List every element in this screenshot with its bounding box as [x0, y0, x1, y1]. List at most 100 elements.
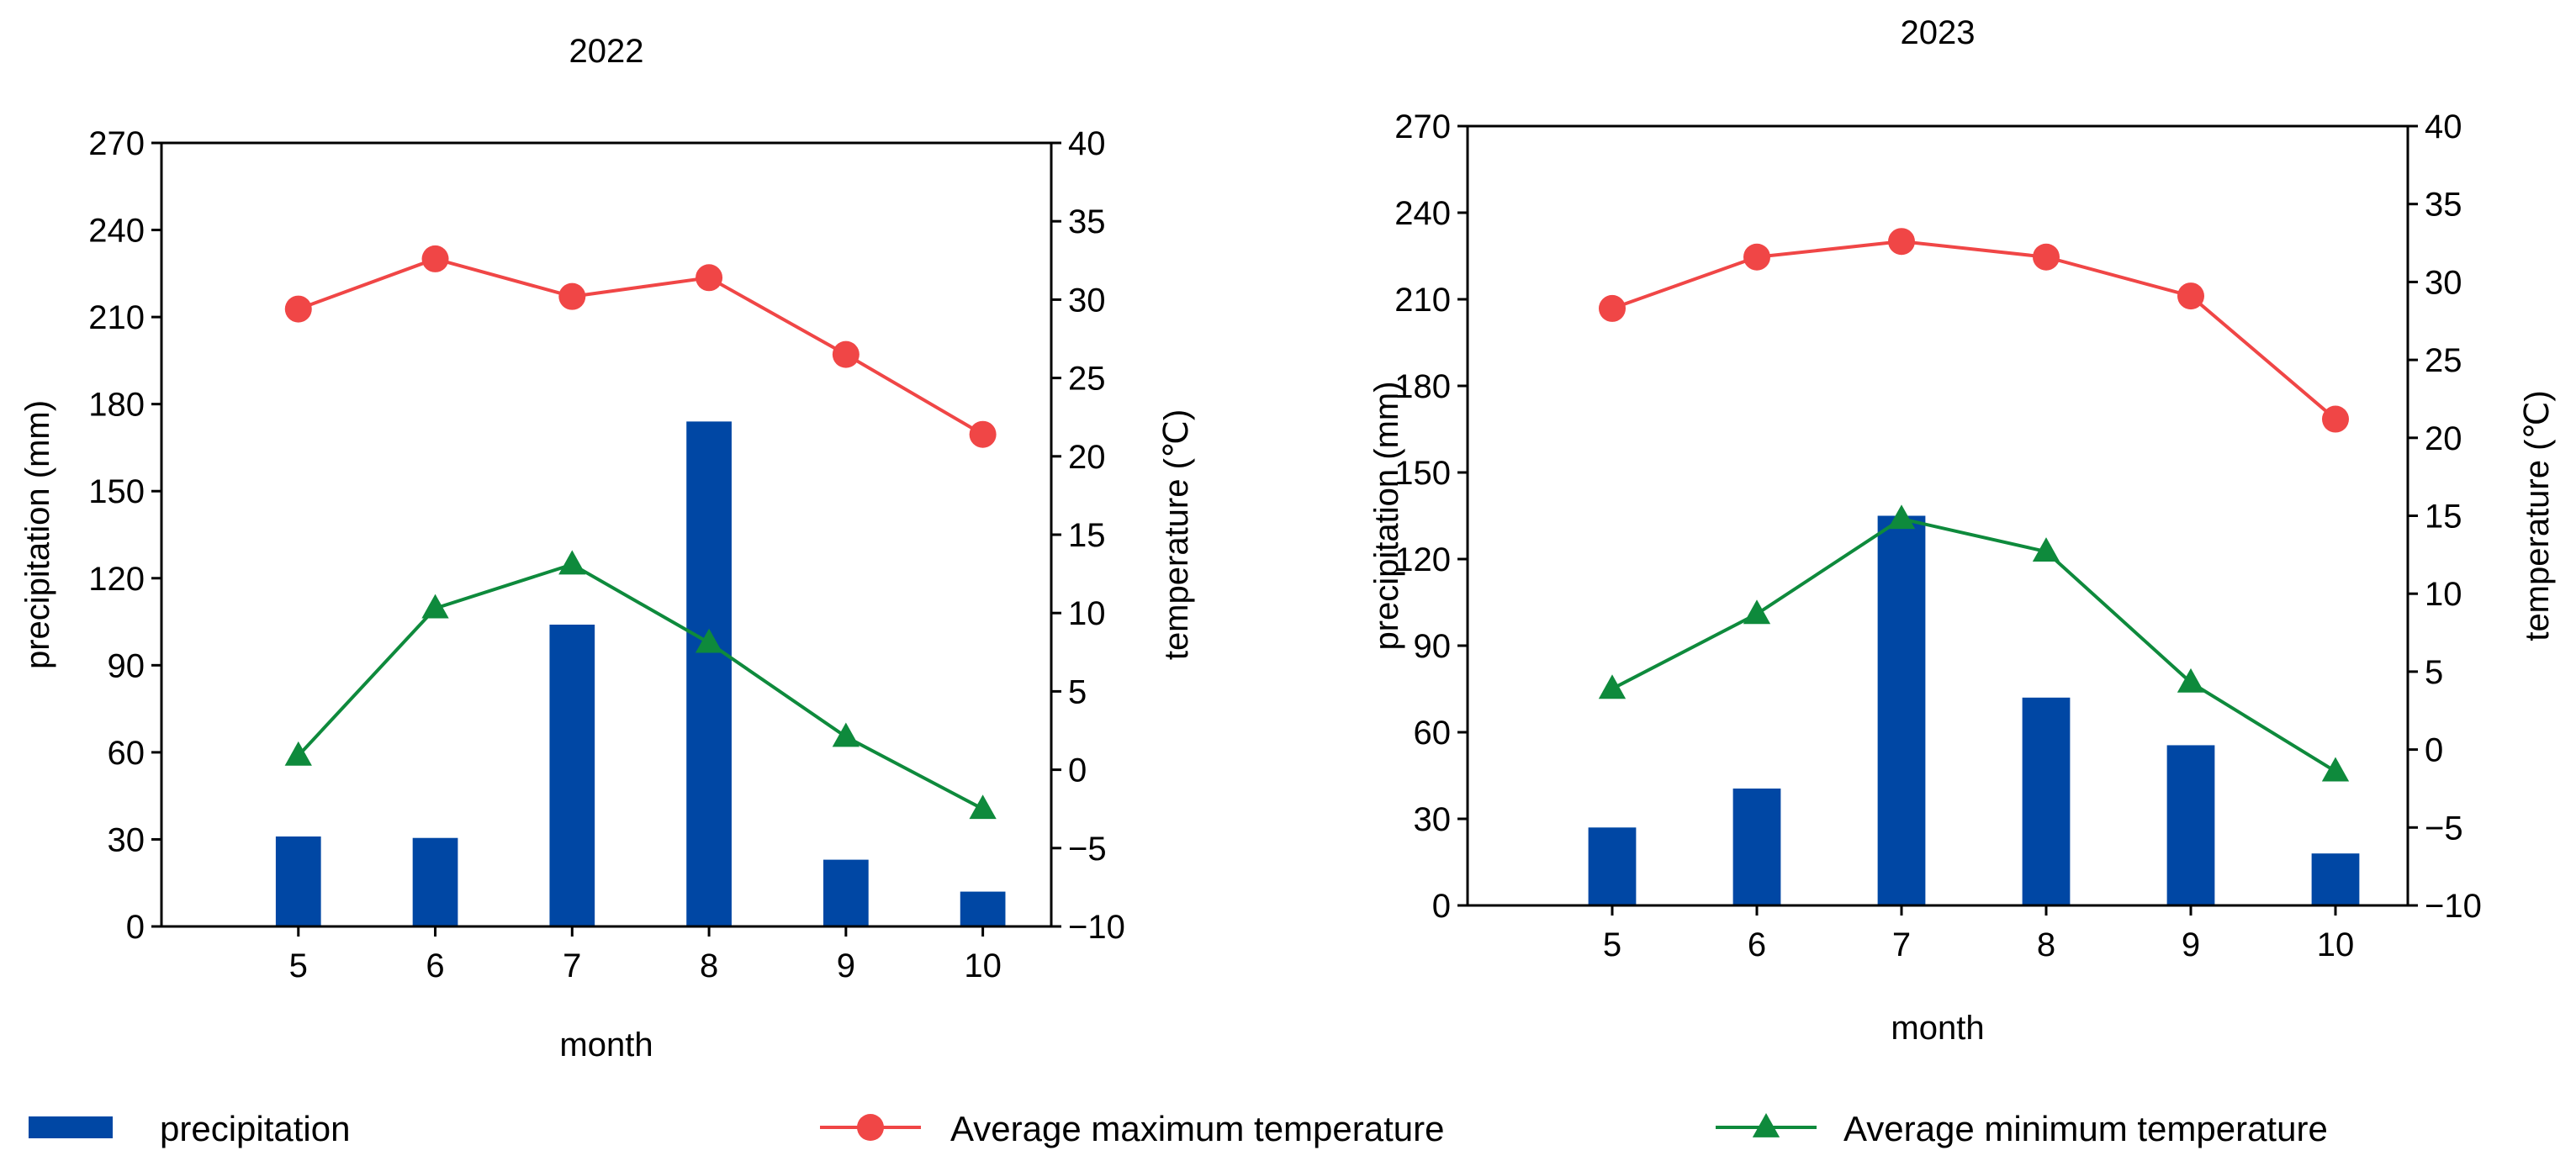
y2-tick-label: 25	[1068, 361, 1106, 398]
x-tick-label: 6	[1748, 926, 1766, 963]
y-tick-label: 60	[108, 735, 145, 772]
legend-precipitation-swatch	[29, 1116, 113, 1138]
x-tick-label: 7	[563, 947, 581, 984]
max-temp-point-10	[2322, 405, 2349, 433]
chart-panel-2022: 0 30 60 90 120 150 180 210 240 270 −10 −5 0 5 10 15 20 25…	[19, 33, 1195, 1063]
min-temp-point-10	[2321, 757, 2350, 782]
legend-max-temp-label: Average maximum temperature	[950, 1109, 1444, 1148]
min-temp-point-5	[284, 741, 312, 766]
precipitation-bar-5	[1588, 827, 1637, 905]
y2-tick-label: 30	[1068, 282, 1106, 319]
y2-tick-label: 40	[2425, 108, 2462, 145]
y-tick-label: 30	[1414, 801, 1452, 838]
x-tick-label: 5	[1603, 926, 1621, 963]
min-temp-point-9	[2177, 668, 2205, 693]
y-tick-label: 0	[126, 909, 145, 946]
legend-min-temp-label: Average minimum temperature	[1843, 1109, 2328, 1148]
y2-tick-label: 10	[1068, 595, 1106, 632]
y-tick-label: 270	[88, 125, 145, 162]
chart-title: 2023	[1901, 14, 1976, 51]
max-temp-line	[1611, 240, 2337, 421]
precipitation-bar-6	[412, 837, 458, 926]
legend-min-temp-marker	[1752, 1113, 1780, 1137]
y-tick-label: 120	[88, 561, 145, 598]
x-axis-label: month	[1891, 1010, 1984, 1047]
x-tick-label: 10	[2317, 926, 2355, 963]
y2-tick-label: 25	[2425, 342, 2462, 379]
precipitation-bar-6	[1732, 788, 1781, 905]
y2-tick-label: 20	[2425, 420, 2462, 457]
x-tick-label: 10	[964, 947, 1002, 984]
y-tick-label: 120	[1394, 541, 1451, 578]
y2-tick-label: 15	[2425, 499, 2462, 536]
y2-tick-label: 0	[2425, 732, 2443, 769]
precipitation-bar-5	[275, 836, 321, 926]
x-tick-label: 8	[700, 947, 718, 984]
y2-axis-label: temperature (℃)	[2519, 390, 2556, 641]
min-temp-point-9	[832, 722, 860, 747]
y2-tick-label: 15	[1068, 517, 1106, 554]
y-tick-label: 180	[1394, 368, 1451, 405]
y2-axis-label: temperature (℃)	[1158, 409, 1195, 660]
y-tick-label: 180	[88, 387, 145, 424]
min-temp-point-6	[1743, 599, 1771, 625]
legend-max-temp-marker	[857, 1114, 884, 1141]
min-temp-point-7	[558, 550, 586, 575]
plot-frame	[1466, 124, 2409, 907]
y-tick-label: 150	[1394, 455, 1451, 492]
y2-tick-label: 30	[2425, 264, 2462, 301]
min-temp-point-6	[421, 594, 449, 619]
y-tick-label: 150	[88, 473, 145, 510]
y-tick-label: 240	[1394, 195, 1451, 232]
min-temp-point-8	[2032, 537, 2060, 562]
max-temp-point-9	[832, 340, 860, 368]
min-temp-line	[297, 562, 984, 810]
max-temp-point-8	[696, 264, 723, 292]
min-temp-line	[1611, 517, 2337, 773]
min-temp-point-5	[1598, 674, 1627, 699]
y-tick-label: 30	[108, 821, 145, 858]
precipitation-bar-7	[1877, 515, 1926, 905]
y2-tick-label: 20	[1068, 439, 1106, 476]
precipitation-bar-10	[960, 891, 1006, 926]
y2-tick-label: −10	[2425, 888, 2482, 925]
precipitation-bar-7	[549, 625, 595, 926]
precipitation-bar-9	[2166, 745, 2215, 905]
x-tick-label: 6	[426, 947, 444, 984]
precipitation-bar-9	[823, 859, 869, 926]
max-temp-point-5	[284, 295, 312, 323]
y-axis-label: precipitation (mm)	[1368, 381, 1405, 650]
y2-tick-label: 35	[2425, 187, 2462, 224]
legend: precipitation Average maximum temperatur…	[29, 1109, 2328, 1148]
x-axis-label: month	[559, 1026, 653, 1063]
y-tick-label: 0	[1432, 888, 1451, 925]
plot-frame	[160, 141, 1053, 928]
y2-tick-label: −5	[1068, 831, 1107, 868]
min-temp-point-7	[1887, 504, 1916, 530]
y2-tick-label: 5	[2425, 654, 2443, 691]
max-temp-point-10	[969, 420, 997, 448]
legend-precipitation-label: precipitation	[160, 1109, 350, 1148]
max-temp-point-7	[1888, 228, 1915, 256]
y-tick-label: 60	[1414, 715, 1452, 752]
y-axis-label: precipitation (mm)	[19, 400, 56, 669]
y-tick-label: 90	[1414, 628, 1452, 665]
y-tick-label: 270	[1394, 108, 1451, 145]
x-tick-label: 9	[2182, 926, 2200, 963]
y-tick-label: 210	[1394, 282, 1451, 319]
max-temp-point-7	[558, 282, 586, 310]
max-temp-point-9	[2177, 282, 2204, 310]
x-tick-label: 5	[289, 947, 308, 984]
y2-tick-label: −10	[1068, 909, 1125, 946]
y-tick-label: 90	[108, 647, 145, 684]
y2-tick-label: 35	[1068, 203, 1106, 240]
x-tick-label: 8	[2037, 926, 2055, 963]
x-tick-label: 9	[837, 947, 855, 984]
y2-tick-label: −5	[2425, 810, 2463, 847]
precipitation-bar-8	[686, 421, 732, 926]
y-tick-label: 240	[88, 213, 145, 250]
y2-tick-label: 40	[1068, 125, 1106, 162]
y-tick-label: 210	[88, 299, 145, 336]
max-temp-point-6	[1743, 243, 1770, 271]
